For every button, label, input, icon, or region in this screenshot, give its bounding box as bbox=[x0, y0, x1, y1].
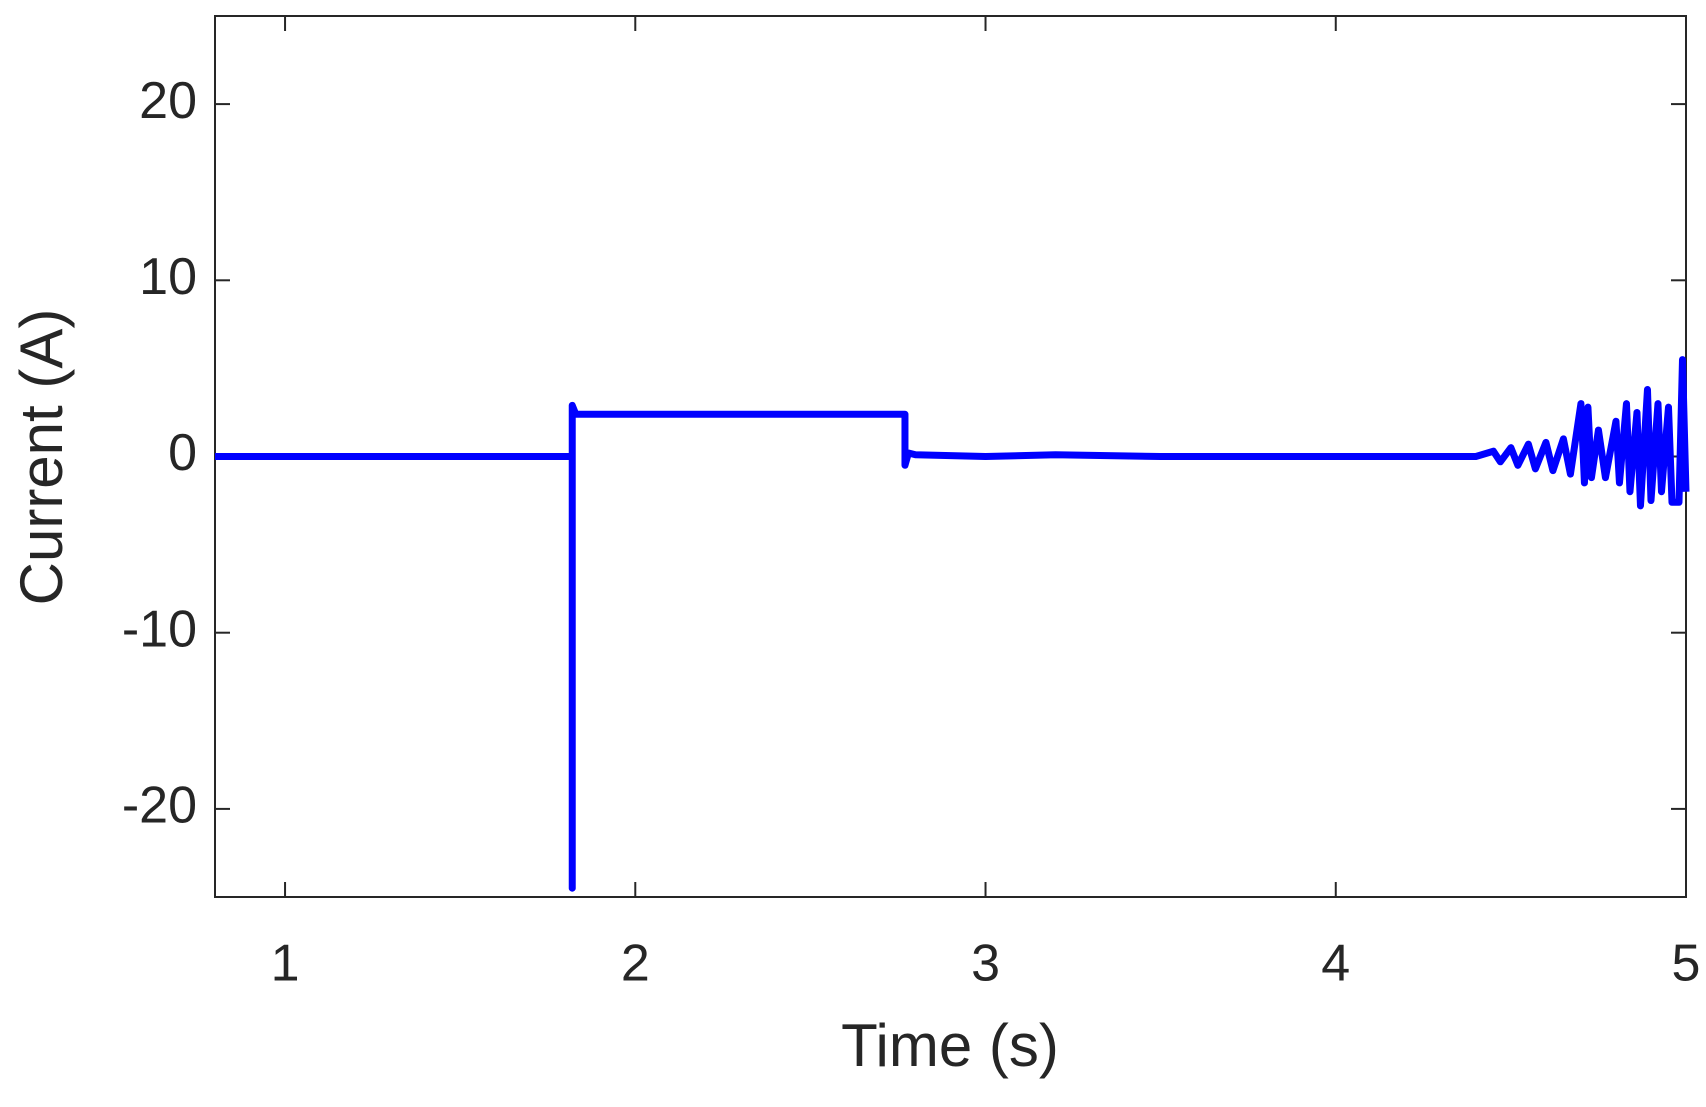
y-tick-label: 10 bbox=[139, 248, 197, 306]
x-tick-label: 5 bbox=[1672, 935, 1701, 993]
x-tick-label: 3 bbox=[971, 935, 1000, 993]
x-tick-label: 2 bbox=[621, 935, 650, 993]
y-tick-label: -10 bbox=[122, 600, 197, 658]
y-tick-label: 0 bbox=[168, 424, 197, 482]
data-line bbox=[215, 356, 1690, 892]
y-tick-label: -20 bbox=[122, 777, 197, 835]
x-tick-label: 1 bbox=[271, 935, 300, 993]
y-tick-label: 20 bbox=[139, 72, 197, 130]
y-axis-label: Current (A) bbox=[8, 309, 75, 606]
x-axis-label: Time (s) bbox=[841, 1012, 1059, 1079]
x-tick-label: 4 bbox=[1321, 935, 1350, 993]
